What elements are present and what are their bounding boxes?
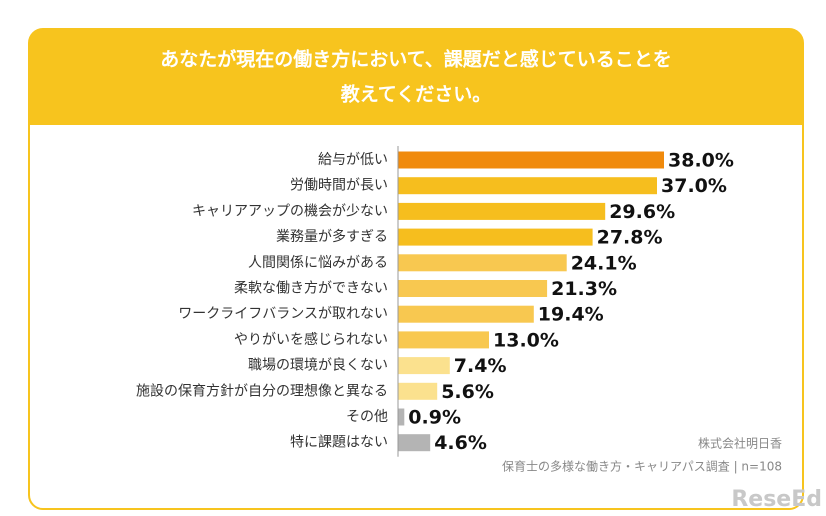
bar xyxy=(398,382,438,400)
bar xyxy=(398,254,567,272)
value-label: 27.8% xyxy=(597,227,663,249)
category-label: その他 xyxy=(346,409,388,425)
bar xyxy=(398,434,431,452)
value-label: 4.6% xyxy=(434,432,487,454)
value-label: 21.3% xyxy=(551,278,617,300)
value-label: 29.6% xyxy=(609,201,675,223)
category-label: キャリアアップの機会が少ない xyxy=(192,203,388,219)
category-label: 特に課題はない xyxy=(290,435,388,451)
source: 保育士の多様な働き方・キャリアパス調査 | n=108 xyxy=(502,459,782,474)
header-band xyxy=(29,29,803,125)
source: 株式会社明日香 xyxy=(698,436,782,451)
value-label: 7.4% xyxy=(454,355,507,377)
bar xyxy=(398,331,489,349)
bar xyxy=(398,357,450,375)
value-label: 13.0% xyxy=(493,329,559,351)
bar xyxy=(398,280,548,297)
bar xyxy=(398,408,405,426)
chart-title: 教えてください。 xyxy=(341,83,491,106)
category-label: ワークライフバランスが取れない xyxy=(178,306,388,322)
value-label: 38.0% xyxy=(668,150,734,172)
value-label: 24.1% xyxy=(571,252,637,274)
value-label: 37.0% xyxy=(661,175,727,197)
bar xyxy=(398,228,593,246)
category-label: 給与が低い xyxy=(318,152,388,168)
category-label: 労働時間が長い xyxy=(290,178,388,194)
watermark: ReseEd xyxy=(731,487,822,512)
category-label: 人間関係に悩みがある xyxy=(248,255,388,271)
bar xyxy=(398,151,664,169)
bar xyxy=(398,305,534,323)
value-label: 0.9% xyxy=(408,407,461,429)
category-label: やりがいを感じられない xyxy=(234,331,388,348)
category-label: 職場の環境が良くない xyxy=(248,358,388,374)
bar xyxy=(398,177,657,195)
category-label: 業務量が多すぎる xyxy=(276,228,388,245)
category-label: 施設の保育方針が自分の理想像と異なる xyxy=(136,383,388,399)
bar xyxy=(398,202,606,220)
chart-title: あなたが現在の働き方において、課題だと感じていることを xyxy=(160,48,671,71)
value-label: 19.4% xyxy=(538,304,604,326)
value-label: 5.6% xyxy=(441,381,494,403)
category-label: 柔軟な働き方ができない xyxy=(234,281,388,297)
